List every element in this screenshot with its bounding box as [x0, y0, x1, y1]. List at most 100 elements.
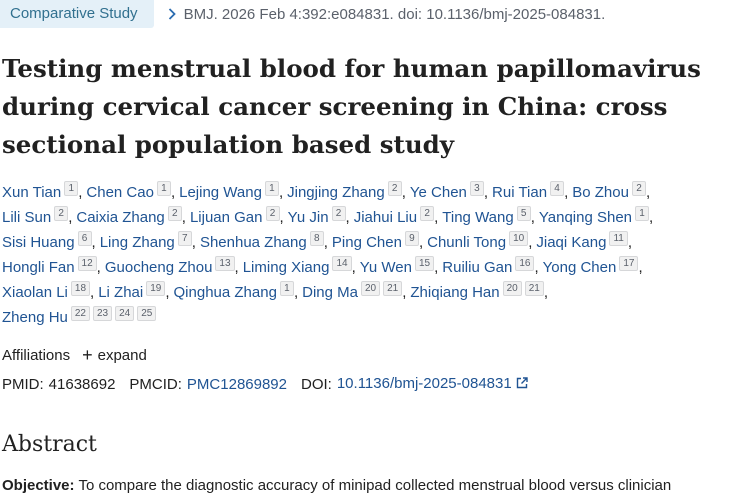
author-item: Bo Zhou 2	[572, 181, 646, 201]
affiliation-marker[interactable]: 17	[619, 256, 639, 271]
affiliation-marker[interactable]: 2	[387, 181, 402, 196]
affiliation-marker[interactable]: 2	[167, 206, 182, 221]
affiliation-marker[interactable]: 1	[156, 181, 171, 196]
affiliation-marker[interactable]: 18	[70, 281, 91, 296]
doi-link[interactable]: 10.1136/bmj-2025-084831	[337, 375, 528, 393]
external-link-icon	[516, 376, 528, 393]
affiliation-marker[interactable]: 20	[502, 281, 522, 296]
author-link[interactable]: Rui Tian	[492, 184, 548, 201]
affiliation-marker[interactable]: 20	[360, 281, 381, 296]
author-link[interactable]: Zhiqiang Han	[410, 284, 500, 301]
abstract-heading: Abstract	[2, 432, 97, 457]
author-link[interactable]: Ruiliu Gan	[442, 259, 513, 276]
affiliation-marker[interactable]: 2	[265, 206, 280, 221]
author-link[interactable]: Xiaolan Li	[2, 284, 68, 301]
author-link[interactable]: Lijuan Gan	[189, 209, 263, 226]
author-item: Shenhua Zhang 8	[199, 231, 324, 251]
author-link[interactable]: Guocheng Zhou	[104, 259, 213, 276]
author-item: Lijuan Gan 2	[189, 206, 280, 226]
chevron-right-icon[interactable]	[168, 8, 178, 20]
affiliation-marker[interactable]: 14	[332, 256, 352, 271]
publication-type-badge[interactable]: Comparative Study	[0, 0, 154, 28]
author-item: Zheng Hu 22 23 24 25	[2, 306, 157, 326]
author-link[interactable]: Sisi Huang	[2, 234, 75, 251]
author-link[interactable]: Ping Chen	[331, 234, 402, 251]
affiliation-marker[interactable]: 24	[115, 306, 135, 321]
pmcid-link[interactable]: PMC12869892	[186, 375, 287, 393]
author-item: Chunli Tong 10	[427, 231, 529, 251]
expand-affiliations-button[interactable]: + expand	[82, 345, 147, 365]
author-link[interactable]: Hongli Fan	[2, 259, 75, 276]
affiliation-marker[interactable]: 9	[404, 231, 419, 246]
author-separator: ,	[78, 184, 83, 201]
author-link[interactable]: Ye Chen	[409, 184, 467, 201]
author-separator: ,	[483, 184, 489, 201]
author-separator: ,	[191, 234, 196, 251]
author-link[interactable]: Caixia Zhang	[76, 209, 165, 226]
affiliation-marker[interactable]: 10	[509, 231, 529, 246]
affiliation-marker[interactable]: 1	[279, 281, 294, 296]
citation-text: BMJ. 2026 Feb 4:392:e084831. doi: 10.113…	[183, 5, 606, 23]
affiliation-marker[interactable]: 2	[331, 206, 346, 221]
author-separator: ,	[165, 284, 170, 301]
author-link[interactable]: Qinghua Zhang	[173, 284, 277, 301]
affiliation-marker[interactable]: 1	[264, 181, 279, 196]
affiliation-marker[interactable]: 12	[77, 256, 97, 271]
author-separator: ,	[90, 284, 95, 301]
affiliation-marker[interactable]: 8	[309, 231, 324, 246]
author-link[interactable]: Jiahui Liu	[353, 209, 418, 226]
author-separator: ,	[534, 259, 539, 276]
author-link[interactable]: Shenhua Zhang	[199, 234, 307, 251]
affiliation-marker[interactable]: 11	[609, 231, 628, 246]
affiliation-marker[interactable]: 21	[383, 281, 403, 296]
author-link[interactable]: Yong Chen	[542, 259, 617, 276]
author-link[interactable]: Ling Zhang	[99, 234, 175, 251]
affiliation-marker[interactable]: 13	[215, 256, 235, 271]
affiliation-marker[interactable]: 19	[146, 281, 166, 296]
author-separator: ,	[293, 284, 299, 301]
affiliation-marker[interactable]: 2	[54, 206, 69, 221]
affiliation-marker[interactable]: 6	[77, 231, 92, 246]
affiliation-marker[interactable]: 22	[70, 306, 90, 321]
affiliation-marker[interactable]: 16	[515, 256, 535, 271]
citation-line[interactable]: BMJ. 2026 Feb 4:392:e084831. doi: 10.113…	[168, 5, 606, 23]
affiliation-marker[interactable]: 2	[631, 181, 646, 196]
author-link[interactable]: Lili Sun	[2, 209, 52, 226]
author-separator: ,	[278, 184, 284, 201]
identifiers-row: PMID: 41638692 PMCID: PMC12869892 DOI: 1…	[2, 375, 528, 393]
affiliation-marker[interactable]: 4	[550, 181, 565, 196]
author-link[interactable]: Bo Zhou	[572, 184, 629, 201]
affiliation-marker[interactable]: 2	[420, 206, 435, 221]
author-link[interactable]: Yu Jin	[287, 209, 329, 226]
affiliation-marker[interactable]: 3	[469, 181, 484, 196]
author-link[interactable]: Ding Ma	[302, 284, 358, 301]
author-link[interactable]: Liming Xiang	[242, 259, 330, 276]
author-item: Zhiqiang Han 20 21	[410, 281, 544, 301]
author-link[interactable]: Li Zhai	[98, 284, 144, 301]
affiliation-marker[interactable]: 15	[415, 256, 435, 271]
plus-icon: +	[82, 345, 93, 365]
author-link[interactable]: Xun Tian	[2, 184, 62, 201]
author-link[interactable]: Lejing Wang	[179, 184, 262, 201]
author-item: Hongli Fan 12	[2, 256, 97, 276]
affiliation-marker[interactable]: 1	[64, 181, 79, 196]
affiliation-marker[interactable]: 7	[177, 231, 192, 246]
objective-label: Objective:	[2, 477, 75, 494]
author-link[interactable]: Chunli Tong	[427, 234, 507, 251]
author-link[interactable]: Chen Cao	[86, 184, 154, 201]
author-link[interactable]: Jiaqi Kang	[536, 234, 607, 251]
affiliation-marker[interactable]: 1	[635, 206, 650, 221]
author-link[interactable]: Ting Wang	[442, 209, 514, 226]
author-item: Xun Tian 1	[2, 181, 79, 201]
author-link[interactable]: Yu Wen	[359, 259, 412, 276]
affiliation-marker[interactable]: 21	[524, 281, 544, 296]
author-link[interactable]: Jingjing Zhang	[287, 184, 385, 201]
affiliation-marker[interactable]: 23	[93, 306, 113, 321]
author-item: Yu Wen 15	[359, 256, 435, 276]
author-link[interactable]: Zheng Hu	[2, 309, 68, 326]
objective-text: To compare the diagnostic accuracy of mi…	[78, 477, 672, 494]
author-item: Ruiliu Gan 16	[442, 256, 535, 276]
affiliation-marker[interactable]: 25	[137, 306, 157, 321]
affiliation-marker[interactable]: 5	[516, 206, 531, 221]
author-link[interactable]: Yanqing Shen	[538, 209, 633, 226]
